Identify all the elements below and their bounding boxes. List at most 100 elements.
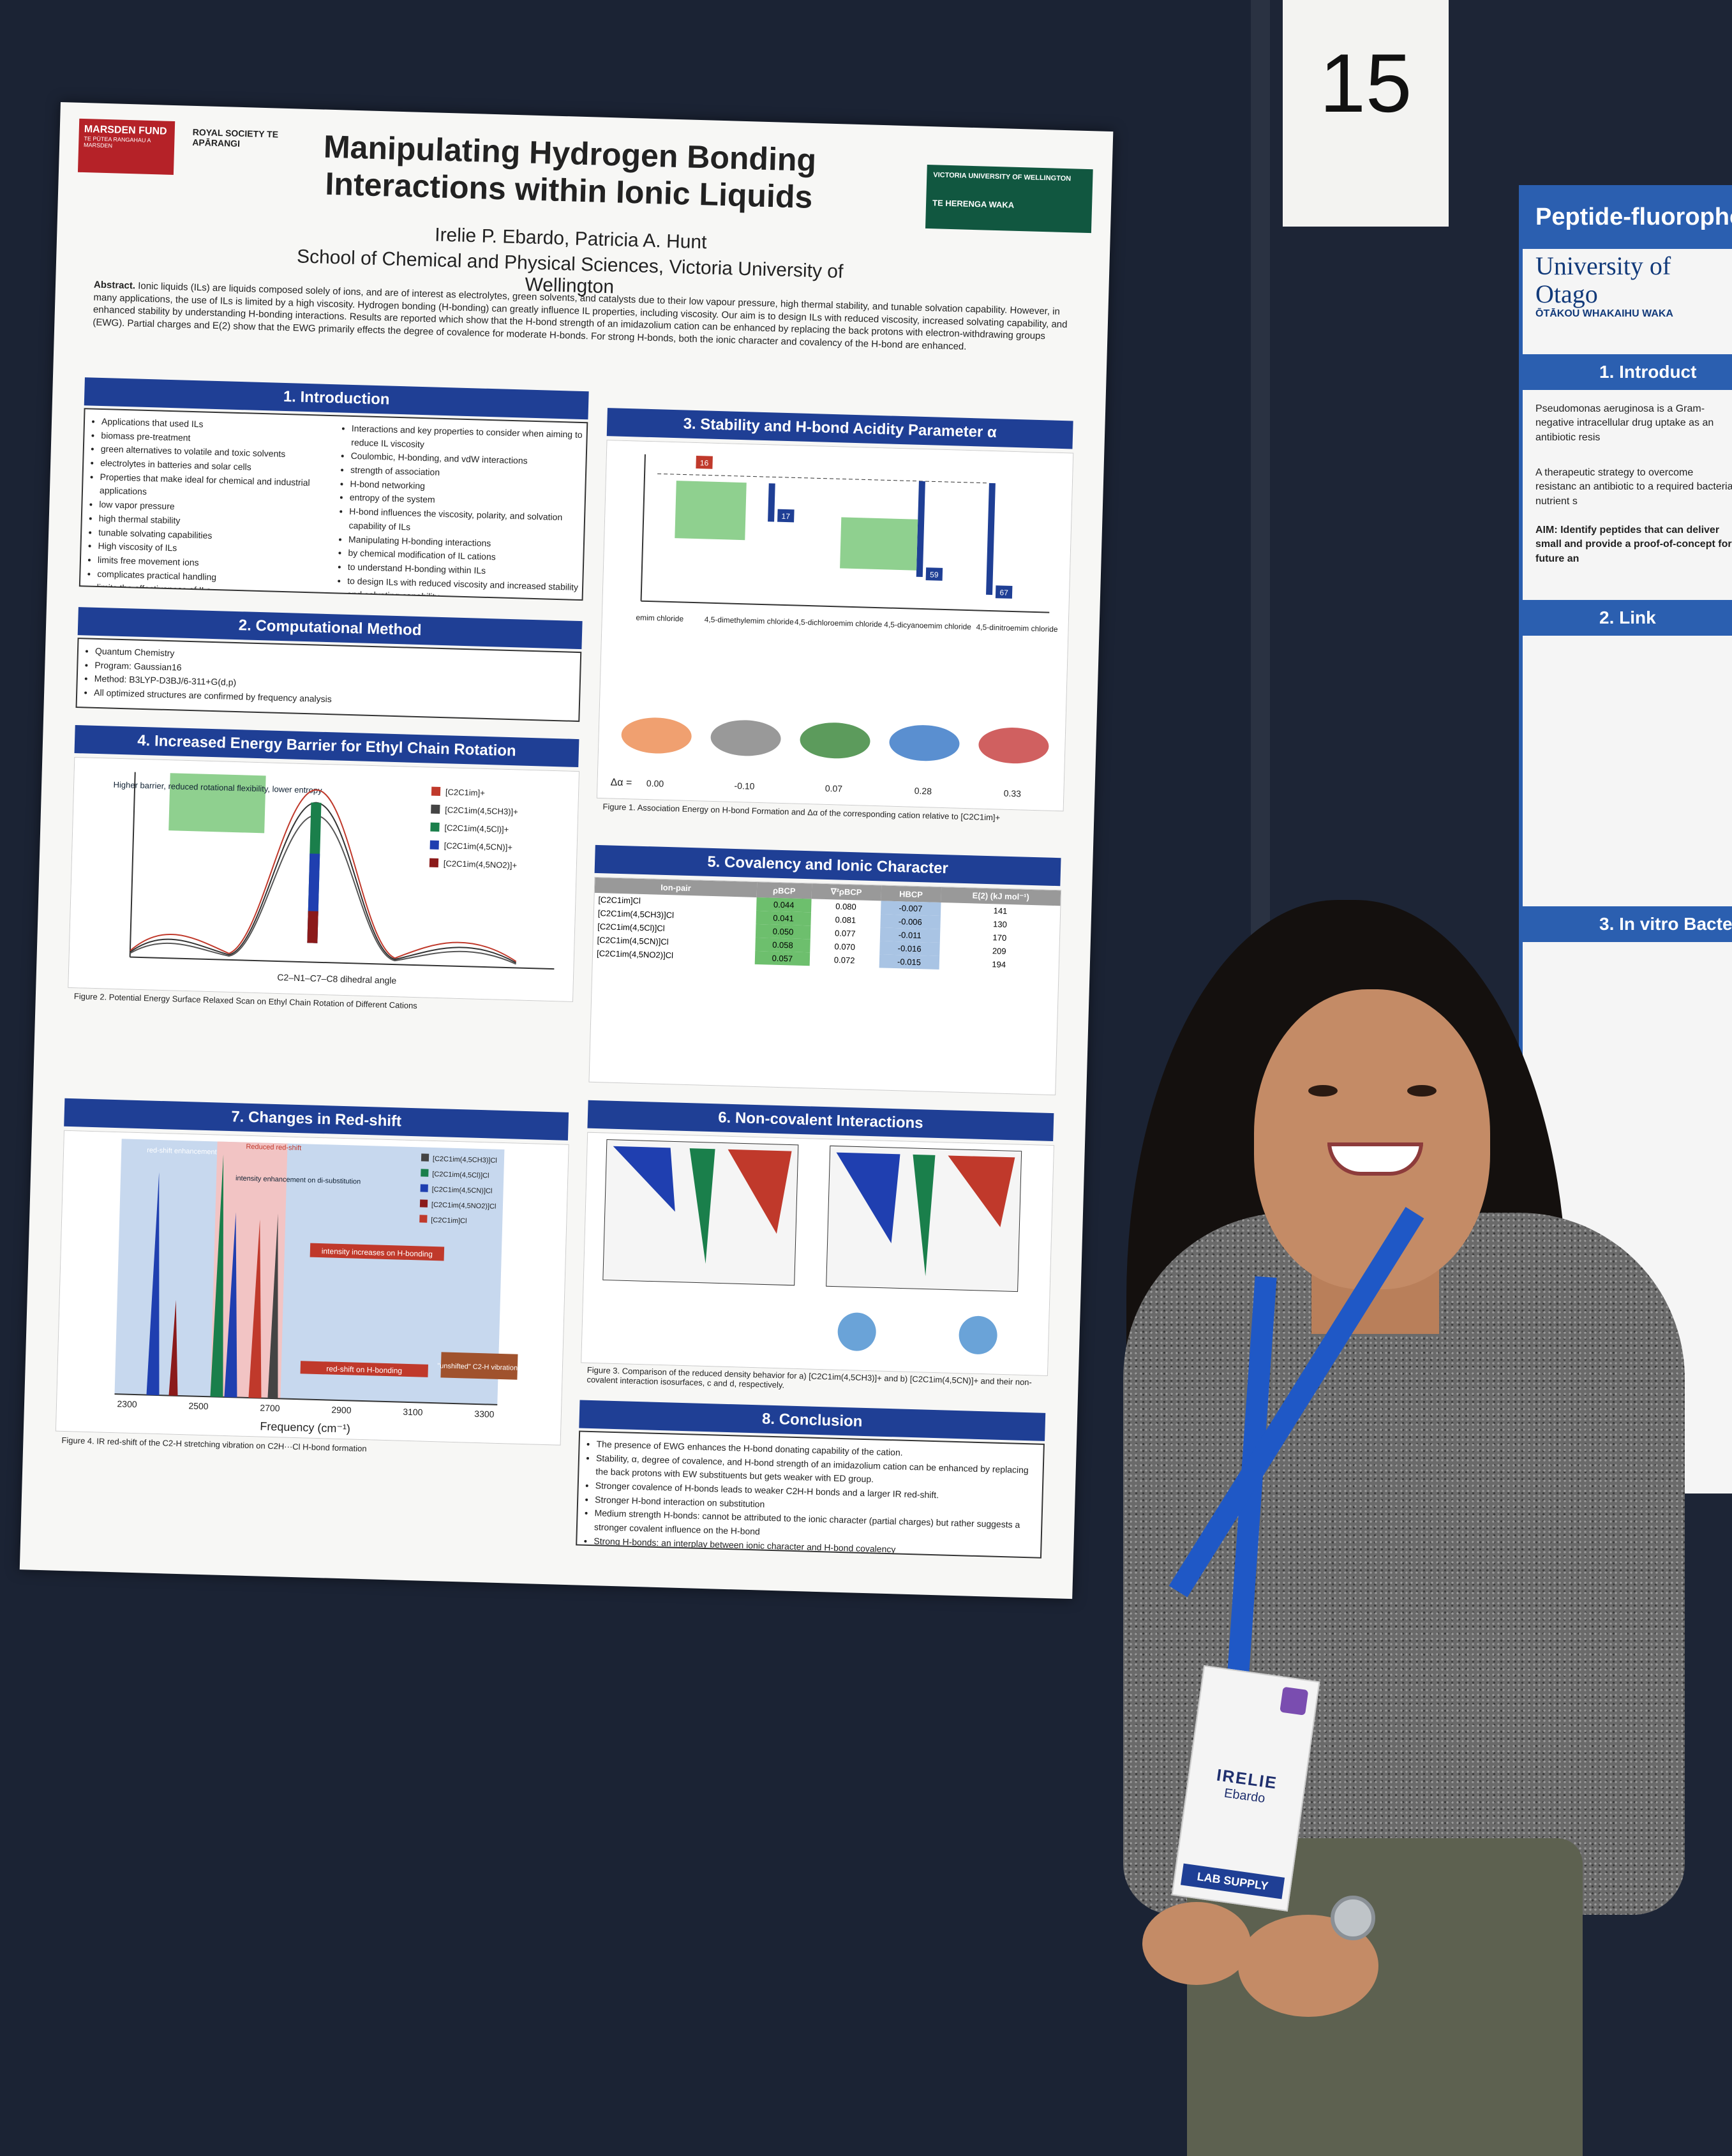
fig4-legend: [C2C1im(4,5CH3)]Cl [C2C1im(4,5Cl)]Cl [C2C1…	[419, 1153, 497, 1225]
right-eye	[1407, 1085, 1437, 1097]
intro-left-list: Applications that used ILsbiomass pre-tr…	[85, 414, 332, 601]
fig4-legend-label: [C2C1im(4,5Cl)]Cl	[432, 1171, 489, 1179]
fig1-alpha-label: Δα =	[610, 777, 632, 788]
table-cell: -0.015	[879, 954, 939, 969]
fig4-tick: 3100	[403, 1407, 423, 1418]
fig2-legend-swatch	[430, 822, 440, 832]
fig1-alpha-values: 0.00 -0.10 0.07 0.28 0.33	[646, 778, 1022, 798]
otago-section-intro: 1. Introduct	[1523, 354, 1732, 390]
fig4-tick: 2500	[188, 1400, 209, 1411]
fig1-molecule	[889, 725, 960, 761]
fig2-xlabel: C2–N1–C7–C8 dihedral angle	[277, 972, 396, 985]
fig4-legend-label: [C2C1im(4,5CN)]Cl	[431, 1186, 492, 1195]
otago-poster-title: Peptide-fluoropho	[1523, 185, 1732, 249]
table-cell: -0.007	[880, 901, 941, 916]
fig2-legend-label: [C2C1im(4,5Cl)]+	[444, 823, 509, 834]
fig4-note-a: red-shift enhancement	[147, 1146, 217, 1156]
funder-logos: MARSDEN FUND TE PŪTEA RANGAHAU A MARSDEN…	[77, 118, 309, 183]
fig1-category-label: 4,5-dichloroemim chloride	[795, 617, 883, 629]
table-1: Ion-pair ρBCP ∇²ρBCP HBCP E(2) (kJ mol⁻¹) [C2…	[588, 876, 1062, 1096]
poster-title: Manipulating Hydrogen Bonding Interactio…	[323, 128, 817, 215]
fig4-legend-swatch	[421, 1153, 429, 1162]
fig2-legend-swatch	[429, 840, 439, 850]
fig4-note-b: Reduced red-shift	[246, 1143, 301, 1152]
marsden-fund-logo: MARSDEN FUND TE PŪTEA RANGAHAU A MARSDEN	[77, 118, 175, 175]
fig4-ticks: 2300 2500 2700 2900 3100 3300	[117, 1398, 495, 1419]
table-cell: -0.006	[880, 914, 941, 929]
fig1-category-label: emim chloride	[636, 613, 683, 623]
otago-logo: University of Otago ŌTĀKOU WHAKAIHU WAKA	[1535, 252, 1727, 322]
fig1-molecule	[800, 722, 870, 759]
fig1-delta-2: 17	[781, 512, 790, 521]
hbond-table: Ion-pair ρBCP ∇²ρBCP HBCP E(2) (kJ mol⁻¹) [C2…	[593, 877, 1061, 973]
intro-right-list: Interactions and key properties to consi…	[335, 421, 583, 601]
table-cell: 0.050	[755, 924, 811, 940]
method-box: Quantum ChemistryProgram: Gaussian16Meth…	[75, 638, 582, 722]
table-cell: 0.041	[756, 910, 811, 926]
otago-text-3: AIM: Identify peptides that can deliver …	[1535, 525, 1732, 564]
fig2-legend-label: [C2C1im(4,5CH3)]+	[445, 805, 518, 816]
fig1-molecules	[621, 717, 1049, 764]
person-face	[1254, 989, 1490, 1289]
fig1-delta-4: 67	[999, 588, 1008, 597]
table-cell: 0.070	[834, 941, 856, 952]
fig2-legend-label: [C2C1im(4,5NO2)]+	[444, 858, 518, 870]
fig2-legend-label: [C2C1im]+	[445, 787, 485, 798]
table-header-cell: ∇²ρBCP	[811, 883, 881, 901]
fig2-legend: [C2C1im]+ [C2C1im(4,5CH3)]+ [C2C1im(4,5Cl)…	[429, 786, 518, 870]
vuw-text: VICTORIA UNIVERSITY OF WELLINGTON	[933, 171, 1071, 183]
table-cell: -0.011	[879, 927, 941, 943]
fig2-legend-swatch	[431, 786, 441, 797]
marsden-subtext: TE PŪTEA RANGAHAU A MARSDEN	[84, 135, 151, 149]
fig4-legend-label: [C2C1im(4,5CH3)]Cl	[433, 1155, 497, 1165]
fig1-category-labels: emim chloride 4,5-dimethylemim chloride 4,…	[636, 613, 1058, 633]
figure-2: Higher barrier, reduced rotational flexi…	[68, 756, 580, 1002]
table-header-cell: HBCP	[881, 885, 941, 903]
vuw-subtext: TE HERENGA WAKA	[932, 198, 1015, 210]
otago-section-linker: 2. Link	[1523, 600, 1732, 636]
poster-number-card: 15	[1283, 0, 1449, 227]
conclusion-list: The presence of EWG enhances the H-bond …	[582, 1437, 1038, 1559]
table-cell: 0.057	[754, 950, 810, 966]
table-cell: 0.058	[755, 937, 810, 953]
fig1-alpha-value: 0.28	[915, 786, 932, 797]
fig4-legend-swatch	[419, 1199, 428, 1208]
table-cell: -0.016	[879, 941, 940, 956]
fig1-molecule	[710, 720, 781, 756]
fig1-alpha-value: 0.00	[646, 778, 664, 789]
badge-sponsor: LAB SUPPLY	[1180, 1863, 1285, 1899]
fig4-tick: 3300	[474, 1409, 495, 1419]
fig1-category-label: 4,5-dimethylemim chloride	[705, 615, 795, 626]
fig1-alpha-value: -0.10	[734, 781, 755, 791]
figure-4: intensity increases on H-bonding red-shi…	[55, 1130, 569, 1446]
fig1-category-label: 4,5-dicyanoemim chloride	[884, 620, 971, 631]
fig1-molecule	[978, 728, 1049, 764]
references	[59, 1501, 634, 1568]
fig4-legend-label: [C2C1im(4,5NO2)]Cl	[431, 1201, 496, 1211]
method-list: Quantum ChemistryProgram: Gaussian16Meth…	[82, 644, 575, 713]
otago-section-growth: 3. In vitro Bacterial G	[1523, 906, 1732, 942]
fig2-legend-swatch	[431, 804, 440, 814]
fig1-delta-3: 59	[930, 570, 939, 579]
fig4-note-f: "unshifted" C2-H vibrations	[437, 1362, 521, 1372]
poster-abstract: Abstract. Ionic liquids (ILs) are liquid…	[92, 279, 1077, 389]
fig4-note-d: intensity increases on H-bonding	[322, 1246, 433, 1259]
wristwatch	[1331, 1896, 1375, 1940]
conclusion-box: The presence of EWG enhances the H-bond …	[576, 1430, 1045, 1559]
fig4-legend-swatch	[420, 1184, 428, 1192]
fig1-category-label: 4,5-dinitroemim chloride	[976, 622, 1058, 634]
fig4-xlabel: Frequency (cm⁻¹)	[260, 1420, 350, 1435]
fig4-legend-swatch	[419, 1215, 428, 1223]
fig4-note-e: red-shift on H-bonding	[326, 1364, 402, 1375]
fig1-molecule	[621, 717, 692, 754]
vuw-logo: VICTORIA UNIVERSITY OF WELLINGTON TE HER…	[925, 164, 1093, 234]
otago-text-2: A therapeutic strategy to overcome resis…	[1535, 467, 1732, 507]
figure-3	[581, 1132, 1054, 1376]
fig1-alpha-value: 0.33	[1003, 788, 1021, 799]
fig2-legend-swatch	[429, 858, 439, 867]
table-cell: 0.072	[833, 955, 855, 966]
figure-4-plot: intensity increases on H-bonding red-shi…	[56, 1130, 569, 1445]
fig4-legend-swatch	[421, 1169, 429, 1177]
fig1-delta-1: 16	[700, 458, 709, 467]
figure-1-plot: 16 17 59 67 emim chloride 4,5-dimethylemi…	[597, 440, 1073, 811]
